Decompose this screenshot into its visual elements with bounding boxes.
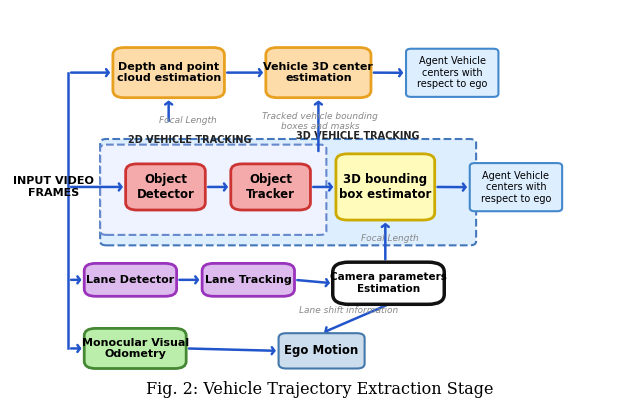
Text: Tracked vehicle bounding
boxes and masks: Tracked vehicle bounding boxes and masks: [262, 112, 378, 131]
Text: Focal Length: Focal Length: [362, 234, 419, 243]
Text: Camera parameters
Estimation: Camera parameters Estimation: [330, 272, 447, 294]
Text: Lane Detector: Lane Detector: [86, 275, 175, 285]
Text: Lane shift information: Lane shift information: [299, 306, 398, 315]
FancyBboxPatch shape: [113, 48, 225, 98]
Text: Depth and point
cloud estimation: Depth and point cloud estimation: [116, 62, 221, 83]
Text: Monocular Visual
Odometry: Monocular Visual Odometry: [82, 338, 189, 359]
FancyBboxPatch shape: [266, 48, 371, 98]
Text: Object
Tracker: Object Tracker: [246, 173, 295, 201]
FancyBboxPatch shape: [406, 49, 499, 97]
FancyBboxPatch shape: [202, 263, 294, 296]
Text: Fig. 2: Vehicle Trajectory Extraction Stage: Fig. 2: Vehicle Trajectory Extraction St…: [147, 381, 493, 398]
Text: Agent Vehicle
centers with
respect to ego: Agent Vehicle centers with respect to eg…: [417, 56, 488, 89]
FancyBboxPatch shape: [84, 263, 177, 296]
FancyBboxPatch shape: [125, 164, 205, 210]
FancyBboxPatch shape: [336, 154, 435, 220]
Text: 3D VEHICLE TRACKING: 3D VEHICLE TRACKING: [296, 131, 420, 141]
FancyBboxPatch shape: [333, 262, 444, 304]
Text: Object
Detector: Object Detector: [136, 173, 195, 201]
Text: Focal Length: Focal Length: [159, 116, 217, 125]
FancyBboxPatch shape: [100, 145, 326, 235]
FancyBboxPatch shape: [100, 139, 476, 245]
Text: 3D bounding
box estimator: 3D bounding box estimator: [339, 173, 431, 201]
FancyBboxPatch shape: [84, 328, 186, 368]
FancyBboxPatch shape: [278, 333, 365, 368]
FancyBboxPatch shape: [231, 164, 310, 210]
Text: Lane Tracking: Lane Tracking: [205, 275, 292, 285]
FancyBboxPatch shape: [470, 163, 562, 211]
Text: 2D VEHICLE TRACKING: 2D VEHICLE TRACKING: [127, 135, 251, 145]
Text: INPUT VIDEO
FRAMES: INPUT VIDEO FRAMES: [13, 176, 93, 198]
Text: Vehicle 3D center
estimation: Vehicle 3D center estimation: [264, 62, 373, 83]
Text: Agent Vehicle
centers with
respect to ego: Agent Vehicle centers with respect to eg…: [481, 170, 551, 204]
Text: Ego Motion: Ego Motion: [284, 344, 358, 358]
